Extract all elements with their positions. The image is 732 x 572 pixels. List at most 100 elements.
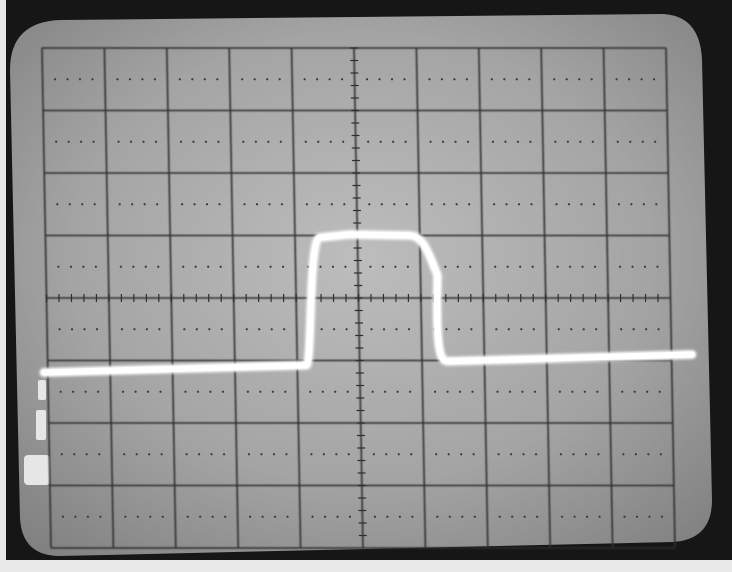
grid-dot (654, 140, 657, 143)
grid-dot (321, 390, 324, 393)
grid-dot (191, 78, 194, 81)
grid-dot (428, 78, 431, 81)
grid-dot (632, 328, 635, 331)
grid-dot (284, 390, 287, 393)
grid-dot (72, 390, 75, 393)
grid-dot (466, 140, 470, 143)
grid-dot (492, 203, 496, 206)
grid-dot (273, 515, 277, 518)
grid-dot (194, 265, 197, 268)
grid-dot (519, 265, 522, 268)
grid-dot (221, 390, 225, 393)
grid-dot (258, 328, 261, 331)
grid-dot (498, 515, 501, 518)
grid-dot (185, 453, 188, 456)
grid-dot (598, 515, 601, 518)
grid-dot (142, 140, 145, 143)
grid-dot (647, 453, 650, 456)
grid-dot (60, 453, 63, 456)
grid-dot (447, 453, 450, 456)
grid-dot (369, 265, 372, 268)
grid-dot (247, 453, 251, 456)
grid-dot (334, 390, 337, 393)
grid-dot (596, 390, 599, 393)
grid-dot (472, 453, 475, 456)
grid-dot (335, 453, 338, 456)
grid-dot (554, 140, 557, 143)
grid-dot (195, 328, 198, 331)
grid-dot (119, 265, 122, 268)
grid-dot (196, 390, 200, 393)
grid-dot (453, 78, 456, 81)
grid-dot (381, 265, 384, 268)
grid-dot (58, 328, 61, 331)
grid-dot (224, 515, 227, 518)
grid-dot (132, 265, 135, 268)
grid-dot (193, 203, 196, 206)
grid-dot (74, 515, 77, 518)
grid-dot (254, 140, 257, 143)
grid-dot (565, 78, 568, 81)
grid-dot (469, 265, 472, 268)
grid-dot (584, 453, 588, 456)
grid-dot (80, 140, 83, 143)
grid-dot (528, 78, 531, 81)
grid-dot (304, 140, 307, 143)
grid-dot (558, 390, 561, 393)
grid-dot (207, 265, 210, 268)
grid-dot (393, 203, 396, 206)
grid-dot (372, 453, 375, 456)
grid-dot (617, 203, 620, 206)
grid-dot (454, 140, 457, 143)
grid-dot (470, 328, 473, 331)
grid-dot (621, 390, 624, 393)
grid-dot (216, 78, 219, 81)
grid-dot (210, 453, 213, 456)
grid-dot (329, 140, 332, 143)
grid-dot (380, 203, 383, 206)
grid-dot (579, 140, 582, 143)
grid-dot (505, 203, 508, 206)
grid-dot (433, 390, 437, 393)
grid-dot (322, 453, 325, 456)
grid-dot (160, 453, 163, 456)
grid-dot (386, 515, 389, 518)
grid-dot (395, 328, 398, 331)
grid-dot (61, 515, 65, 518)
grid-dot (336, 515, 339, 518)
grid-dot (270, 328, 273, 331)
grid-dot (53, 78, 57, 81)
grid-dot (117, 140, 120, 143)
grid-dot (245, 328, 248, 331)
grid-dot (456, 265, 459, 268)
grid-dot (208, 328, 211, 331)
grid-dot (511, 515, 514, 518)
grid-dot (633, 390, 636, 393)
grid-dot (595, 328, 598, 331)
grid-dot (94, 265, 97, 268)
grid-dot (583, 390, 586, 393)
grid-dot (473, 515, 476, 518)
grid-dot (370, 328, 373, 331)
grid-dot (561, 515, 564, 518)
grid-dot (585, 515, 589, 518)
grid-dot (504, 140, 507, 143)
grid-dot (340, 78, 344, 81)
grid-dot (581, 265, 584, 268)
grid-dot (81, 203, 84, 206)
grid-dot (309, 390, 312, 393)
grid-dot (328, 78, 331, 81)
signal-trace-core (41, 231, 695, 376)
grid-dot (635, 515, 639, 518)
grid-dot (508, 390, 512, 393)
grid-dot (515, 78, 518, 81)
grid-dot (70, 328, 74, 331)
grid-dot (430, 203, 433, 206)
grid-dot (471, 390, 474, 393)
graticule-dots (53, 78, 664, 518)
grid-dot (403, 78, 406, 81)
grid-dot (365, 78, 369, 81)
grid-dot (516, 140, 520, 143)
grid-dot (640, 78, 643, 81)
